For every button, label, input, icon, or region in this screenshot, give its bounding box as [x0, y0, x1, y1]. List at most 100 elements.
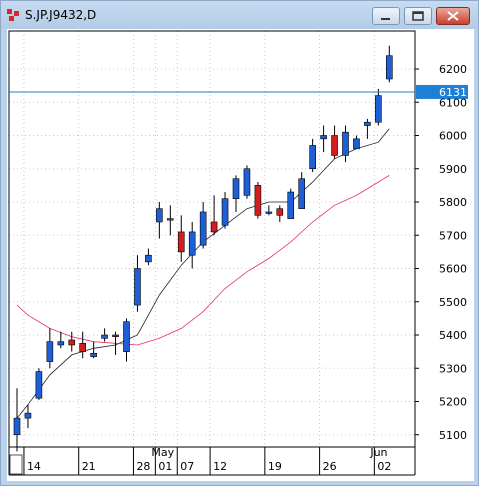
x-tick-label: 02 [377, 460, 391, 473]
candle-up [342, 125, 349, 163]
y-tick-label: 5100 [439, 429, 467, 442]
axis-labels: 5100 5200 5300 5400 5500 5600 5700 5800 5900 6000… [27, 63, 467, 473]
x-tick-label: 12 [213, 460, 227, 473]
candle-up [309, 138, 316, 173]
x-tick-label: 21 [82, 460, 96, 473]
candle-body [57, 341, 65, 346]
candle-up [35, 368, 43, 400]
minimize-button[interactable] [372, 7, 400, 25]
candle-up [375, 88, 382, 126]
candle-up [156, 202, 163, 239]
candle-body [35, 371, 43, 399]
candle-body [112, 334, 119, 337]
candle-body [276, 208, 284, 216]
candle-down [331, 125, 338, 159]
candle-body [221, 198, 229, 226]
candle-down [177, 215, 185, 262]
candle-up [243, 165, 251, 199]
candle-up [57, 331, 65, 349]
candlestick-chart: 5100 5200 5300 5400 5500 5600 5700 5800 5900 6000… [8, 30, 468, 476]
candle-up [101, 328, 108, 342]
candle-body [123, 321, 130, 352]
candle-up [199, 202, 207, 249]
y-tick-label: 5500 [439, 296, 467, 309]
candle-body [232, 178, 240, 199]
candle-down [68, 331, 76, 352]
candle-body [156, 208, 163, 223]
candle-up [298, 172, 306, 209]
chart-area[interactable]: 5100 5200 5300 5400 5500 5600 5700 5800 5900 6000… [7, 29, 474, 481]
candle-body [199, 211, 207, 246]
candle-body [24, 412, 32, 419]
candle-body [375, 95, 382, 123]
candle-down [210, 195, 218, 236]
candle-up [320, 125, 327, 153]
month-label: May [151, 446, 174, 459]
candle-body [101, 334, 108, 339]
candle-up [24, 404, 32, 429]
maximize-button[interactable] [404, 7, 432, 25]
x-tick-label: 14 [27, 460, 41, 473]
candle-body [353, 138, 360, 150]
y-tick-label: 6200 [439, 63, 467, 76]
candle-up [353, 135, 360, 150]
candle-up [221, 192, 229, 229]
candle-down [276, 205, 284, 222]
chart-app-icon [7, 9, 19, 21]
candle-body [68, 339, 76, 346]
candle-body [79, 343, 86, 352]
candle-up [232, 175, 240, 212]
candle-body [298, 178, 306, 209]
plot-frame [8, 30, 416, 448]
last-price-badge [416, 84, 468, 99]
candles [13, 45, 393, 452]
candle-up [385, 45, 393, 83]
candle-body [364, 121, 371, 126]
candle-body [134, 268, 141, 306]
minimize-icon [381, 18, 390, 20]
last-price-label: 6131 [439, 86, 467, 99]
close-button[interactable] [436, 7, 470, 25]
ma-slow-line [16, 175, 390, 346]
candle-up [13, 388, 21, 452]
candle-body [320, 135, 327, 140]
candle-body [188, 231, 196, 256]
candle-body [342, 131, 349, 156]
x-tick-label: 26 [323, 460, 337, 473]
candle-body [167, 218, 174, 221]
candle-body [243, 168, 251, 196]
candle-body [385, 55, 393, 80]
candle-up [265, 205, 273, 216]
candle-up [364, 118, 371, 139]
candle-body [287, 191, 295, 219]
window-title: S.JP.J9432,D [25, 8, 97, 22]
close-icon [447, 11, 459, 21]
candle-body [177, 231, 185, 253]
candle-up [123, 318, 130, 362]
candle-up [287, 188, 295, 219]
y-tick-label: 5600 [439, 263, 467, 276]
title-bar[interactable]: S.JP.J9432,D [1, 1, 478, 29]
x-tick-label: 07 [180, 460, 194, 473]
candle-body [254, 185, 262, 216]
y-tick-label: 6000 [439, 130, 467, 143]
candle-body [210, 221, 218, 233]
candle-body [309, 145, 316, 170]
y-tick-label: 5800 [439, 196, 467, 209]
candle-down [254, 182, 262, 219]
candle-body [265, 211, 273, 214]
grid [9, 31, 415, 447]
moving-averages [16, 128, 390, 419]
candle-up [134, 255, 141, 312]
maximize-icon [412, 11, 424, 21]
x-tick-label: 01 [158, 460, 172, 473]
candle-up [167, 205, 174, 236]
candle-up [90, 341, 97, 359]
y-tick-label: 6100 [439, 96, 467, 109]
y-tick-label: 5300 [439, 362, 467, 375]
candle-body [331, 135, 338, 156]
candle-down [112, 331, 119, 355]
y-tick-label: 5700 [439, 229, 467, 242]
x-tick-label: 19 [268, 460, 282, 473]
